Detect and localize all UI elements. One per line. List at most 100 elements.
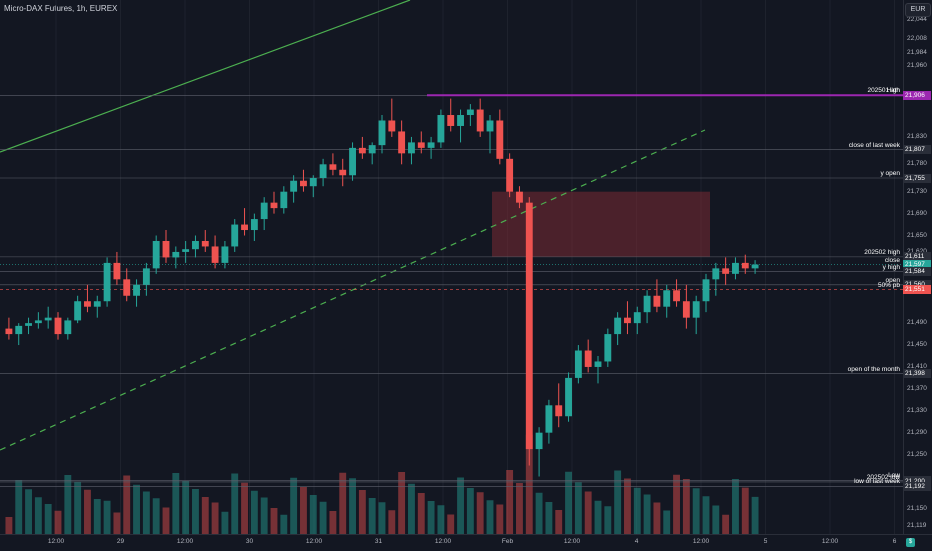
time-tick: 12:00 (692, 538, 710, 545)
candle-body (712, 268, 720, 280)
price-tick: 21,984 (907, 48, 927, 56)
volume-bar (417, 493, 425, 534)
level-label-close: close (884, 256, 900, 264)
candle-body (280, 191, 288, 209)
volume-bar (378, 502, 386, 534)
trend-line-dashed (0, 129, 706, 451)
candle-body (250, 219, 258, 231)
candle-body (624, 317, 631, 324)
candle-body (663, 290, 671, 307)
candle-body (113, 262, 121, 280)
price-tick: 21,290 (907, 428, 927, 436)
candle-body (378, 120, 386, 146)
candle-body (633, 312, 641, 324)
candle-body (388, 120, 396, 132)
volume-bar (486, 500, 494, 534)
volume-bar (535, 492, 543, 534)
candle-body (34, 320, 42, 324)
candle-body (457, 115, 464, 126)
level-label-y_high: y high (882, 263, 900, 271)
candle-body (329, 164, 337, 170)
price-chart[interactable] (0, 0, 903, 534)
candle-body (398, 131, 406, 154)
volume-bar (221, 511, 229, 534)
time-tick: 4 (634, 538, 639, 545)
candle-body (103, 262, 111, 302)
candle-body (673, 290, 680, 302)
volume-bar (653, 502, 661, 534)
candle-body (241, 224, 248, 231)
candle-body (123, 279, 131, 296)
candle-body (702, 279, 710, 302)
candle-body (142, 268, 150, 285)
price-badge-pb50: 21,551 (903, 285, 931, 295)
volume-bar (702, 496, 710, 534)
volume-bar (496, 504, 504, 534)
candle-body (516, 191, 523, 203)
candle-body (584, 350, 592, 367)
chart-grid (55, 0, 895, 534)
volume-bar (437, 505, 445, 534)
volume-bar (741, 487, 749, 534)
price-badge-y_open: 21,755 (903, 173, 931, 183)
volume-bar (349, 478, 356, 534)
price-tick: 21,330 (907, 406, 927, 414)
volume-bar (388, 510, 396, 534)
candle-body (565, 377, 572, 417)
candle-body (525, 202, 533, 450)
candle-body (555, 405, 563, 417)
volume-bar (457, 477, 464, 534)
candle-body (722, 268, 730, 274)
volume-bar (712, 505, 720, 534)
volume-bar (5, 517, 13, 534)
candle-body (270, 202, 278, 209)
candle-body (741, 262, 749, 269)
volume-bar (172, 473, 180, 534)
volume-bar (74, 481, 82, 534)
volume-bar (624, 478, 631, 534)
candle-body (545, 405, 553, 433)
level-label-close_last_week: close of last week (848, 141, 900, 149)
volume-bar (545, 502, 553, 534)
volume-bar (260, 497, 268, 534)
candle-body (133, 284, 140, 296)
volume-bar (358, 490, 366, 534)
candle-body (74, 301, 82, 321)
level-label-ath: 202501 ath (867, 87, 900, 95)
volume-bar (565, 471, 572, 534)
volume-bar (368, 498, 376, 534)
candle-body (221, 246, 229, 263)
candle-body (201, 240, 209, 247)
volume-bar (15, 480, 23, 534)
time-tick: Feb (501, 538, 514, 545)
price-tick: 21,650 (907, 231, 927, 239)
volume-bar (25, 489, 32, 534)
volume-bar (182, 481, 190, 534)
volume-bar (408, 483, 415, 534)
volume-bar (555, 510, 563, 534)
level-label-pb50: 50% pb (877, 281, 900, 289)
currency-button[interactable]: EUR (905, 3, 931, 17)
level-label-open: open (885, 276, 900, 284)
candle-body (93, 301, 101, 307)
volume-bar (643, 494, 651, 534)
volume-bar (231, 473, 239, 534)
volume-bar (339, 472, 347, 534)
candle-body (64, 320, 72, 335)
time-axis[interactable]: 12:00 29 12:00 30 12:00 31 12:00 Feb 12:00 4 12:00… (0, 534, 932, 551)
candle-body (574, 350, 582, 378)
volume-bar (682, 479, 690, 534)
candle-body (732, 262, 739, 274)
volume-bar (329, 511, 337, 534)
volume-bar (142, 491, 150, 534)
volume-bar (280, 514, 288, 534)
candle-body (300, 180, 307, 187)
chart-title: Micro-DAX Futures, 1h, EUREX (4, 4, 118, 13)
volume-bar (113, 512, 121, 534)
price-badge-h202502: 21,611 (903, 252, 931, 262)
price-badge-open_month: 21,398 (903, 369, 931, 379)
candle-body (54, 317, 62, 335)
settings-icon[interactable]: $ (906, 538, 915, 547)
price-tick: 21,119 (907, 522, 927, 530)
candle-body (486, 120, 494, 132)
